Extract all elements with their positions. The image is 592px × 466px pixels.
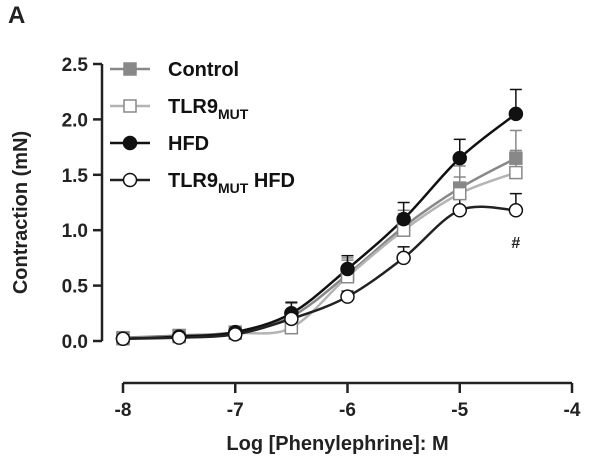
point-tlr9mut-hfd [228,327,243,342]
y-tick-label: 1.0 [62,221,88,242]
annotations: # [511,235,520,252]
legend-label-hfd: HFD [168,133,209,155]
point-hfd [340,261,355,277]
y-tick-label: 0.0 [62,332,88,353]
legend-label-tlr9mut-hfd: TLR9MUT HFD [168,170,295,196]
y-tick-label: 2.5 [62,55,89,76]
point-hfd [508,106,524,122]
point-tlr9mut-hfd [115,331,131,347]
x-axis-title: Log [Phenylephrine]: M [226,433,448,455]
legend-marker-tlr9mut [123,99,137,113]
point-tlr9mut-hfd [340,289,355,304]
point-hfd [396,211,411,227]
legend-marker-tlr9mut-hfd [122,172,138,188]
x-tick-label: -4 [564,400,581,421]
point-tlr9mut-hfd [284,311,299,327]
x-tick-label: -5 [451,400,468,421]
point-tlr9mut-hfd [452,203,467,218]
point-tlr9mut-hfd [508,203,524,218]
point-control [509,151,523,165]
legend-marker-control [123,62,137,76]
legend-label-tlr9mut: TLR9MUT [168,96,249,122]
point-tlr9mut-hfd [396,250,411,266]
legend-marker-hfd [122,135,138,151]
significance-mark: # [511,235,520,252]
y-tick-label: 2.0 [62,110,88,131]
markers-layer [115,106,524,347]
legend-label-control: Control [168,59,239,81]
x-tick-label: -8 [115,400,132,421]
y-axis-title: Contraction (mN) [10,131,32,294]
x-tick-label: -7 [227,400,244,421]
y-tick-label: 1.5 [62,166,89,187]
axes: 0.0 0.5 1.0 1.5 2.0 2.5 -8 -7 -6 -5 -4 Log [Phenyle… [10,55,581,455]
panel-label: A [8,2,26,29]
legend: Control TLR9MUT HFD TLR9MUT HFD [110,59,295,196]
point-tlr9mut-hfd [171,330,187,345]
y-tick-label: 0.5 [62,277,89,298]
curve-tlr9mut-hfd [122,205,516,341]
x-tick-label: -6 [339,400,356,421]
point-tlr9mut [453,186,467,201]
point-hfd [452,150,467,166]
point-tlr9mut [509,165,523,180]
